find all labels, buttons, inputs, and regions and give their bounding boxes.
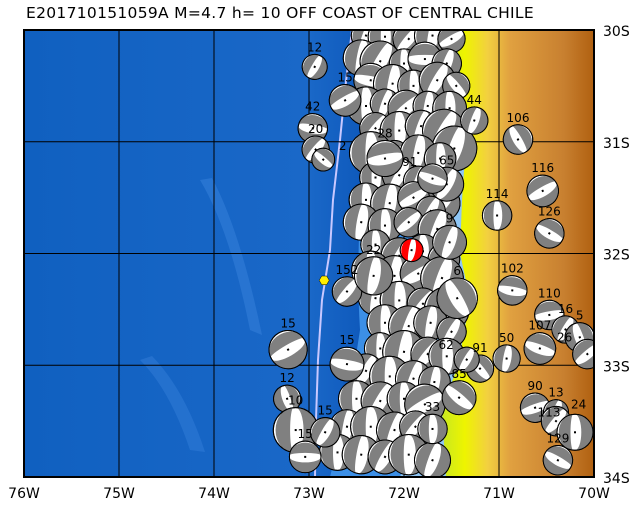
depth-label: 16	[558, 302, 573, 316]
depth-label: 12	[307, 40, 322, 54]
focal-mechanisms	[268, 30, 594, 477]
depth-label: 62	[439, 338, 454, 352]
depth-label: 91	[402, 155, 417, 169]
axis-labels: 76W 75W 74W 73W 72W 71W 70W 30S 31S 32S 33S 34S	[8, 24, 630, 502]
focal-mechanism	[414, 441, 451, 477]
focal-mechanism	[311, 147, 336, 172]
depth-label: 129	[546, 432, 569, 446]
focal-mechanism	[542, 445, 574, 476]
depth-label: 113	[538, 405, 561, 419]
focal-mechanism	[432, 224, 468, 260]
depth-label: 102	[501, 262, 524, 276]
depth-label: 9	[446, 211, 454, 225]
depth-label: 10	[288, 394, 303, 408]
lon-tick-label: 75W	[103, 486, 135, 502]
depth-label: 26	[557, 330, 572, 344]
depth-label: 50	[499, 331, 514, 345]
target-event-mechanism	[399, 238, 424, 263]
focal-mechanism	[309, 417, 341, 448]
depth-label: 20	[308, 122, 323, 136]
focal-mechanism	[417, 163, 448, 194]
lon-tick-label: 74W	[198, 486, 230, 502]
depth-label: 90	[527, 379, 542, 393]
depth-label: 12	[280, 371, 295, 385]
focal-mechanism	[329, 346, 365, 382]
map-title: E201710151059A M=4.7 h= 10 OFF COAST OF …	[26, 4, 534, 22]
depth-label: 107	[528, 319, 551, 333]
focal-mechanism	[534, 218, 565, 249]
focal-mechanism	[273, 384, 302, 413]
depth-label: 44	[467, 93, 482, 107]
focal-mechanism	[497, 275, 528, 306]
depth-label: 24	[571, 397, 586, 411]
depth-label: 13	[548, 386, 563, 400]
lat-tick-label: 34S	[603, 471, 630, 487]
lat-tick-label: 32S	[603, 248, 630, 264]
lon-tick-label: 71W	[483, 486, 515, 502]
focal-mechanism	[366, 140, 404, 178]
lon-tick-label: 76W	[8, 486, 40, 502]
depth-label: 15	[337, 71, 352, 85]
depth-label: 110	[538, 286, 561, 300]
focal-mechanism	[481, 200, 513, 231]
depth-label: 15	[298, 427, 313, 441]
focal-mechanism	[523, 332, 557, 365]
depth-label: 5	[576, 309, 584, 323]
epicenter-marker	[318, 275, 330, 285]
focal-mechanism	[328, 84, 362, 117]
depth-label: 15	[280, 317, 295, 331]
lat-tick-label: 30S	[603, 24, 630, 40]
depth-label: 42	[305, 100, 320, 114]
focal-mechanism	[441, 380, 477, 416]
lon-tick-label: 70W	[578, 486, 610, 502]
focal-mechanism	[331, 276, 363, 307]
depth-label: 22	[366, 243, 381, 257]
depth-label: 114	[486, 187, 509, 201]
focal-mechanism	[268, 330, 308, 370]
depth-label: 152	[336, 263, 359, 277]
focal-mechanism	[572, 338, 594, 370]
depth-label: 28	[377, 127, 392, 141]
lat-tick-label: 33S	[603, 359, 630, 375]
focal-mechanism	[556, 413, 594, 451]
focal-mechanism	[354, 256, 394, 296]
focal-mechanism	[526, 174, 560, 208]
lon-tick-label: 73W	[293, 486, 325, 502]
seafloor-ridge	[140, 356, 205, 452]
depth-label: 15	[318, 404, 333, 418]
focal-mechanism	[417, 413, 448, 445]
depth-label: 106	[507, 111, 530, 125]
focal-mechanism	[502, 124, 534, 155]
lat-tick-label: 31S	[603, 136, 630, 152]
lon-tick-label: 72W	[388, 486, 420, 502]
focal-mechanism	[453, 346, 480, 373]
focal-mechanism	[301, 53, 328, 80]
focal-mechanism	[436, 277, 478, 319]
depth-label: 116	[531, 161, 554, 175]
focal-mechanism	[272, 407, 319, 453]
depth-label: 15	[339, 333, 354, 347]
depth-label: 65	[439, 153, 454, 167]
depth-label: 6	[453, 264, 461, 278]
seafloor-ridge	[200, 178, 262, 335]
depth-label: 91	[472, 341, 487, 355]
depth-label: 126	[538, 205, 561, 219]
focal-mechanism	[393, 207, 424, 238]
focal-mechanism	[492, 344, 521, 373]
depth-label: 85	[451, 367, 466, 381]
depth-label: 2	[339, 139, 347, 153]
focal-mechanism	[460, 106, 489, 135]
focal-mechanism	[288, 440, 322, 474]
map-frame	[23, 29, 595, 478]
depth-label: 33	[425, 400, 440, 414]
